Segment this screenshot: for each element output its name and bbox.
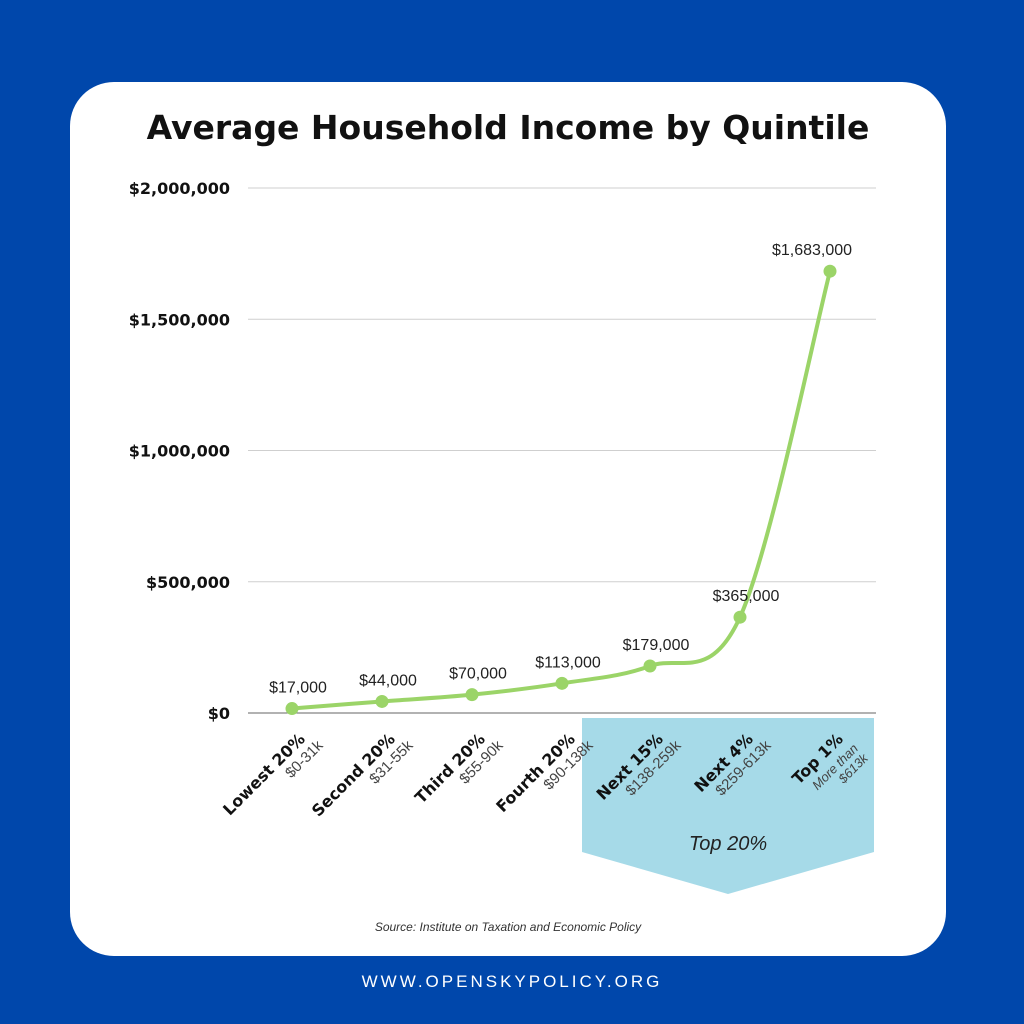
data-point xyxy=(285,702,299,716)
y-tick-label: $500,000 xyxy=(146,573,230,592)
data-label: $17,000 xyxy=(269,680,327,697)
data-label: $365,000 xyxy=(713,588,780,605)
chart-card: Average Household Income by Quintile Top… xyxy=(70,82,946,956)
data-label: $113,000 xyxy=(535,654,601,671)
category-label: Third 20%$55-90k xyxy=(411,729,507,807)
y-tick-label: $2,000,000 xyxy=(129,179,230,198)
category-label: Fourth 20%$90-138k xyxy=(492,729,597,816)
footer-url[interactable]: WWW.OPENSKYPOLICY.ORG xyxy=(361,972,663,991)
data-point xyxy=(465,688,479,702)
data-point xyxy=(643,659,657,673)
data-label: $1,683,000 xyxy=(772,242,852,259)
chart-title: Average Household Income by Quintile xyxy=(146,108,870,147)
line-chart: Top 20% $0 $500,000 $1,000,000 $1,500,000 $2,… xyxy=(129,179,876,894)
series-line xyxy=(291,270,832,711)
data-label: $70,000 xyxy=(449,666,507,683)
top-20-highlight xyxy=(582,718,874,894)
data-label: $179,000 xyxy=(623,637,690,654)
data-point xyxy=(823,264,837,278)
data-point xyxy=(555,676,569,690)
y-tick-label: $1,000,000 xyxy=(129,442,230,461)
category-label: Lowest 20%$0-31k xyxy=(219,729,327,819)
category-label: Second 20%$31-55k xyxy=(308,729,417,820)
source-note: Source: Institute on Taxation and Econom… xyxy=(374,920,642,934)
data-point xyxy=(733,610,747,624)
top-20-label: Top 20% xyxy=(689,833,767,855)
y-tick-label: $1,500,000 xyxy=(129,310,230,329)
y-tick-label: $0 xyxy=(208,704,230,723)
data-point xyxy=(375,694,389,708)
data-label: $44,000 xyxy=(359,672,417,689)
